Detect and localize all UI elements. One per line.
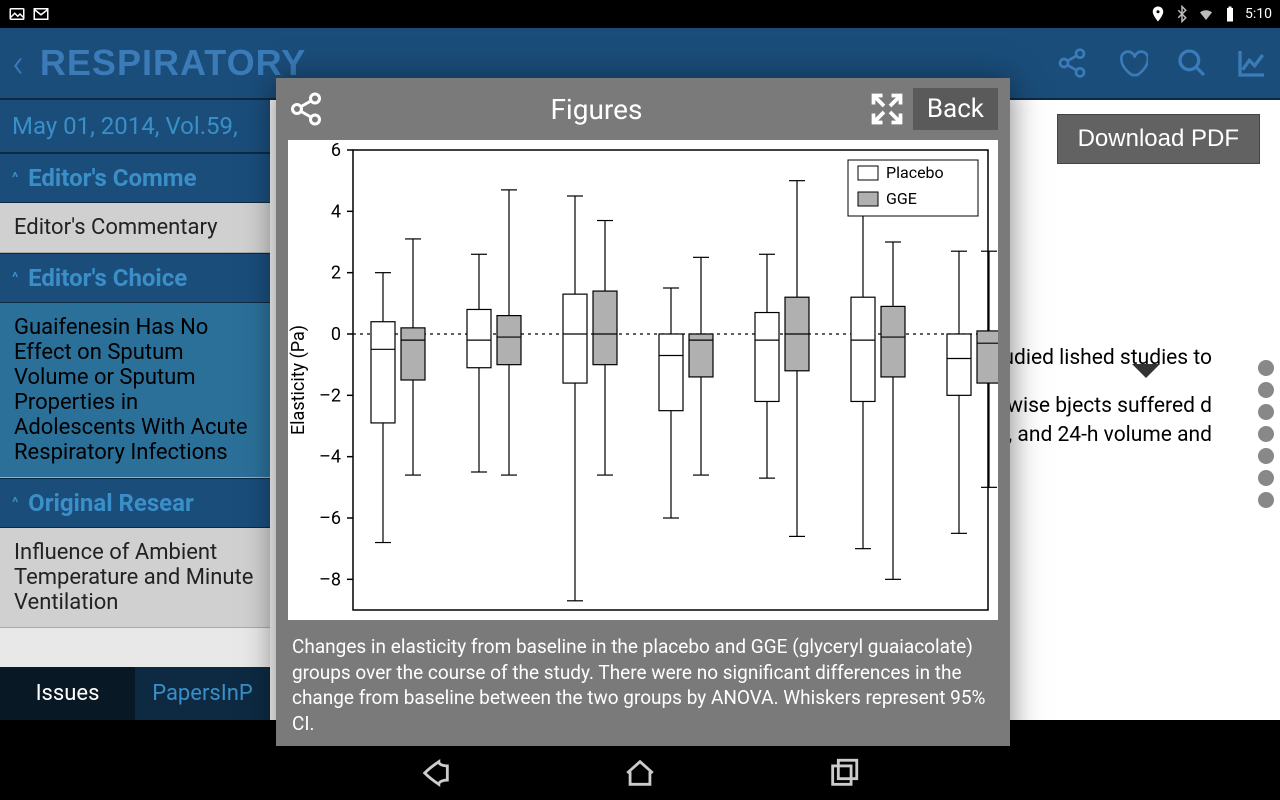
wifi-icon (1197, 5, 1215, 23)
svg-text:–2: –2 (319, 385, 341, 406)
image-icon (8, 5, 26, 23)
bluetooth-icon (1173, 5, 1191, 23)
share-icon[interactable] (288, 91, 324, 127)
nav-back-icon[interactable] (419, 756, 453, 790)
search-icon[interactable] (1176, 47, 1208, 79)
section-header-0[interactable]: ^Editor's Comme (0, 153, 270, 203)
caret-up-icon: ^ (12, 270, 18, 286)
tab-papers[interactable]: PapersInP (135, 667, 270, 720)
svg-text:–6: –6 (319, 508, 341, 529)
svg-text:GGE: GGE (886, 189, 917, 208)
figure-caption: Changes in elasticity from baseline in t… (276, 620, 1010, 755)
tab-issues[interactable]: Issues (0, 667, 135, 720)
svg-text:Placebo: Placebo (886, 163, 944, 182)
nav-home-icon[interactable] (623, 756, 657, 790)
scroll-indicator (1258, 360, 1274, 508)
collapse-marker-icon[interactable] (1132, 364, 1160, 378)
status-time: 5:10 (1245, 6, 1272, 22)
modal-title: Figures (324, 93, 869, 126)
android-navbar (0, 746, 1280, 800)
status-bar: 5:10 (0, 0, 1280, 28)
section-header-2[interactable]: ^Original Resear (0, 478, 270, 528)
section-item-0-0[interactable]: Editor's Commentary (0, 203, 270, 253)
svg-text:–4: –4 (319, 447, 341, 468)
figures-modal: Figures Back –8 –6 –4 –2 0 2 4 6 Elasticity (Pa)… (276, 78, 1010, 755)
svg-text:4: 4 (331, 201, 341, 222)
boxplot-chart: –8 –6 –4 –2 0 2 4 6 Elasticity (Pa) Placebo GGE (288, 140, 998, 620)
heart-icon[interactable] (1116, 47, 1148, 79)
caret-up-icon: ^ (12, 495, 18, 511)
section-item-1-0[interactable]: Guaifenesin Has No Effect on Sputum Volu… (0, 303, 270, 478)
svg-text:Elasticity (Pa): Elasticity (Pa) (288, 325, 309, 435)
section-header-1[interactable]: ^Editor's Choice (0, 253, 270, 303)
caret-up-icon: ^ (12, 170, 18, 186)
expand-icon[interactable] (869, 91, 905, 127)
back-chevron[interactable]: ‹ (12, 40, 24, 87)
svg-text:2: 2 (331, 263, 341, 284)
app-title: RESPIRATORY (40, 42, 306, 84)
figure-area: –8 –6 –4 –2 0 2 4 6 Elasticity (Pa) Placebo GGE (288, 140, 998, 620)
sidebar: May 01, 2014, Vol.59, ^Editor's Comme Ed… (0, 100, 270, 720)
download-pdf-button[interactable]: Download PDF (1057, 114, 1260, 164)
svg-text:–8: –8 (319, 569, 341, 590)
share-icon[interactable] (1056, 47, 1088, 79)
battery-icon (1221, 5, 1239, 23)
location-icon (1149, 5, 1167, 23)
svg-text:6: 6 (331, 140, 341, 161)
modal-back-button[interactable]: Back (913, 88, 998, 130)
gmail-icon (32, 5, 50, 23)
section-item-2-0[interactable]: Influence of Ambient Temperature and Min… (0, 528, 270, 628)
nav-recent-icon[interactable] (827, 756, 861, 790)
svg-text:0: 0 (331, 324, 341, 345)
chart-icon[interactable] (1236, 47, 1268, 79)
issue-line: May 01, 2014, Vol.59, (0, 100, 270, 153)
